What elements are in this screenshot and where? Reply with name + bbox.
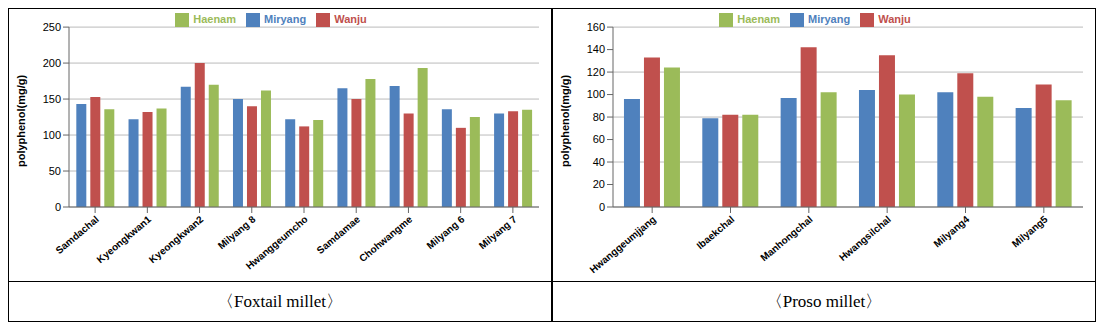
html-text:Haenam: Haenam: [193, 13, 236, 25]
svg-text:80: 80: [593, 111, 605, 123]
svg-text:200: 200: [43, 57, 61, 69]
svg-text:40: 40: [593, 156, 605, 168]
svg-text:100: 100: [43, 129, 61, 141]
svg-text:Milyang 8: Milyang 8: [216, 213, 258, 251]
svg-text:polyphenol(mg/g): polyphenol(mg/g): [15, 74, 27, 167]
svg-text:60: 60: [593, 133, 605, 145]
svg-text:140: 140: [587, 43, 605, 55]
svg-text:250: 250: [43, 21, 61, 33]
svg-text:150: 150: [43, 93, 61, 105]
svg-text:Ibaekchal: Ibaekchal: [694, 213, 736, 251]
svg-text:Hwangsilchal: Hwangsilchal: [837, 213, 893, 263]
svg-text:Manhongchal: Manhongchal: [758, 213, 815, 263]
svg-text:Samdamae: Samdamae: [315, 213, 363, 256]
svg-text:160: 160: [587, 21, 605, 33]
html-text:〈Proso millet〉: 〈Proso millet〉: [765, 292, 883, 311]
html-text:Miryang: Miryang: [264, 13, 307, 25]
svg-text:Hwanggeumjjang: Hwanggeumjjang: [588, 214, 658, 276]
html-text:Wanju: Wanju: [878, 13, 911, 25]
svg-text:Chohwangme: Chohwangme: [357, 213, 415, 264]
html-text:Haenam: Haenam: [737, 13, 780, 25]
html-text:Wanju: Wanju: [334, 13, 367, 25]
svg-text:20: 20: [593, 178, 605, 190]
html-text:〈Foxtail millet〉: 〈Foxtail millet〉: [217, 292, 343, 311]
svg-text:Milyang 7: Milyang 7: [477, 213, 519, 251]
html-text:Miryang: Miryang: [808, 13, 851, 25]
svg-text:Kyeongkwan2: Kyeongkwan2: [147, 213, 206, 265]
svg-text:50: 50: [49, 165, 61, 177]
svg-text:polyphenol(mg/g): polyphenol(mg/g): [559, 74, 571, 167]
svg-text:Samdachal: Samdachal: [53, 213, 101, 256]
svg-text:Milyang4: Milyang4: [931, 213, 971, 249]
svg-text:100: 100: [587, 88, 605, 100]
svg-text:0: 0: [599, 201, 605, 213]
svg-text:0: 0: [55, 201, 61, 213]
svg-text:Milyang 6: Milyang 6: [425, 213, 467, 251]
svg-text:Hwanggeumcho: Hwanggeumcho: [244, 214, 310, 272]
svg-text:120: 120: [587, 66, 605, 78]
svg-text:Milyang5: Milyang5: [1010, 213, 1050, 249]
svg-text:Kyeongkwan1: Kyeongkwan1: [95, 213, 154, 265]
